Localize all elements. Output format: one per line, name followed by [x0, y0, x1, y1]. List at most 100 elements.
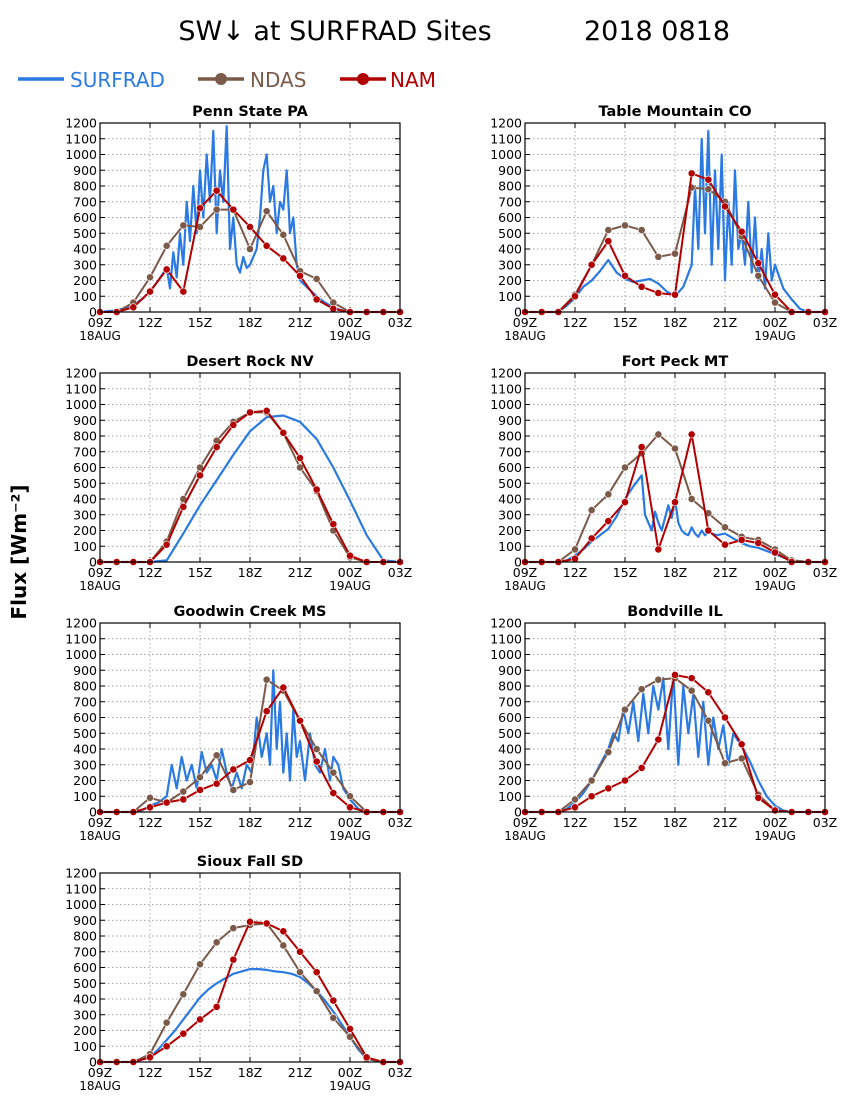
y-tick-label: 400	[498, 492, 522, 507]
series-point-ndas	[721, 759, 729, 768]
x-tick-label: 18Z	[663, 315, 687, 330]
series-point-ndas	[312, 987, 321, 996]
y-tick-label: 500	[73, 226, 97, 241]
y-tick-label: 1000	[490, 647, 522, 662]
x-tick-label: 15Z	[188, 1065, 212, 1080]
series-point-nam	[571, 803, 579, 812]
x-tick-label: 21Z	[713, 565, 737, 580]
series-point-nam	[621, 498, 629, 507]
x-tick-label: 12Z	[138, 815, 162, 830]
x-tick-label: 00Z	[338, 815, 362, 830]
y-tick-label: 700	[498, 444, 522, 459]
x-tick-label: 03Z	[388, 565, 412, 580]
series-point-nam	[604, 237, 613, 246]
y-tick-label: 700	[73, 944, 97, 959]
y-tick-label: 300	[73, 1007, 97, 1022]
series-point-ndas	[229, 786, 238, 794]
series-point-ndas	[346, 792, 354, 801]
series-point-ndas	[162, 241, 171, 250]
series-point-nam	[296, 716, 304, 725]
y-tick-label: 300	[73, 757, 97, 772]
y-tick-label: 800	[498, 179, 522, 194]
panel-penn-state-pa: Penn State PA 010020030040050060070080090…	[65, 104, 412, 343]
series-point-ndas	[621, 221, 629, 230]
panels: Penn State PA010020030040050060070080090…	[65, 104, 837, 1093]
y-tick-label: 500	[73, 976, 97, 991]
y-tick-label: 500	[73, 476, 97, 491]
series-point-nam	[329, 789, 338, 797]
y-tick-label: 700	[73, 194, 97, 209]
series-point-ndas	[179, 221, 188, 230]
x-tick-label: 18Z	[238, 565, 262, 580]
series-point-nam	[637, 443, 646, 451]
panel-title: Desert Rock NV	[186, 354, 314, 370]
y-tick-label: 1100	[490, 381, 522, 396]
y-tick-label: 0	[89, 555, 97, 570]
series-point-nam	[279, 927, 288, 936]
x-tick-label: 21Z	[288, 815, 312, 830]
series-point-nam	[571, 292, 579, 301]
y-tick-label: 200	[498, 523, 522, 538]
series-point-ndas	[671, 444, 679, 453]
y-tick-label: 1000	[490, 397, 522, 412]
series-point-ndas	[654, 252, 663, 261]
series-line-surfrad	[100, 669, 400, 814]
series-point-nam	[754, 539, 763, 547]
y-tick-label: 1100	[490, 631, 522, 646]
series-point-nam	[704, 688, 713, 697]
series-point-nam	[754, 259, 763, 268]
x-tick-label: 15Z	[188, 315, 212, 330]
x-tick-label: 00Z	[338, 315, 362, 330]
legend: SURFRAD NDAS NAM	[18, 68, 436, 92]
plot-frame	[524, 122, 826, 313]
y-tick-label: 1200	[65, 616, 97, 631]
x-tick-label: 15Z	[613, 565, 637, 580]
x-tick-label: 09Z	[88, 315, 112, 330]
series-line-surfrad	[100, 967, 400, 1064]
y-tick-label: 1200	[65, 866, 97, 881]
y-tick-label: 1000	[65, 147, 97, 162]
panel-title: Goodwin Creek MS	[174, 604, 327, 620]
y-tick-label: 100	[73, 789, 97, 804]
x-tick-label: 09Z	[513, 315, 537, 330]
series-point-ndas	[179, 990, 188, 999]
y-tick-label: 200	[73, 773, 97, 788]
y-tick-label: 800	[73, 179, 97, 194]
x-tick-label: 12Z	[563, 315, 587, 330]
panel-fort-peck-mt: Fort Peck MT 0100200300400500600700800900…	[490, 354, 837, 593]
series-point-ndas	[212, 751, 221, 760]
series-point-nam	[687, 169, 696, 178]
y-tick-label: 1100	[490, 131, 522, 146]
series-point-nam	[346, 551, 354, 560]
series-point-nam	[179, 1029, 188, 1038]
series-point-nam	[671, 290, 679, 299]
x-tick-label: 00Z	[763, 315, 787, 330]
panel-goodwin-creek-ms: Goodwin Creek MS 010020030040050060070080…	[65, 604, 412, 843]
y-tick-label: 500	[498, 476, 522, 491]
series-point-ndas	[637, 685, 646, 694]
series-point-ndas	[637, 226, 646, 234]
legend-entry-surfrad: SURFRAD	[18, 68, 165, 92]
y-tick-label: 700	[498, 694, 522, 709]
x-date-label: 18AUG	[504, 329, 546, 343]
series-point-nam	[312, 485, 321, 494]
series-point-nam	[671, 498, 679, 507]
y-tick-label: 400	[498, 242, 522, 257]
series-point-nam	[229, 421, 238, 429]
series-point-ndas	[687, 686, 696, 695]
series-point-nam	[279, 254, 288, 263]
y-tick-label: 800	[498, 679, 522, 694]
x-tick-label: 18Z	[238, 1065, 262, 1080]
y-tick-label: 0	[89, 1055, 97, 1070]
x-date-label: 18AUG	[79, 579, 121, 593]
y-tick-label: 1000	[65, 397, 97, 412]
y-tick-label: 100	[73, 539, 97, 554]
series-point-nam	[229, 765, 238, 774]
series-point-nam	[229, 955, 238, 964]
series-point-nam	[262, 707, 271, 716]
y-tick-label: 100	[73, 1039, 97, 1054]
series-point-nam	[671, 671, 679, 679]
y-tick-label: 800	[498, 429, 522, 444]
series-point-nam	[721, 202, 729, 211]
x-tick-label: 21Z	[288, 565, 312, 580]
